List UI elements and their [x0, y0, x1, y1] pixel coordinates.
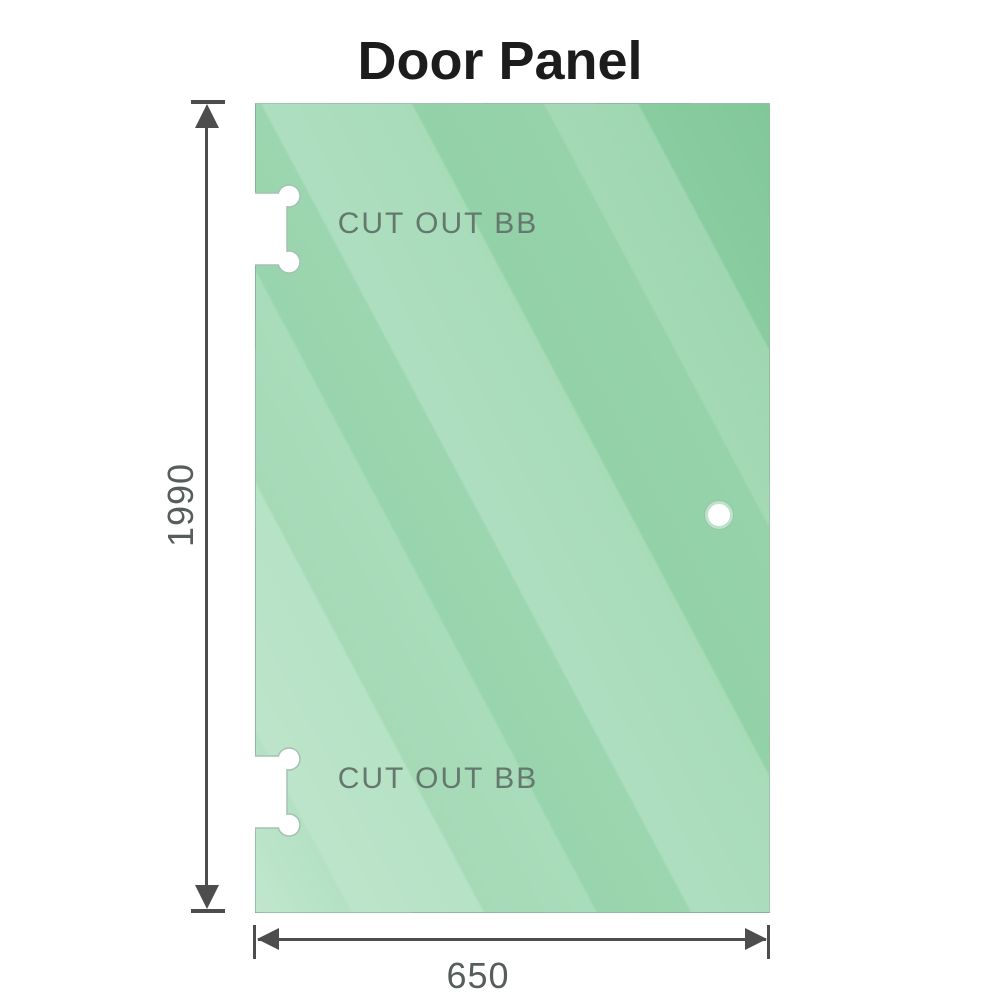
width-dimension-left-tick — [253, 925, 256, 959]
height-dimension-top-cap — [191, 100, 225, 104]
cutout-label-top: CUT OUT BB — [337, 207, 539, 240]
width-dimension-line — [258, 938, 766, 941]
height-dimension-label: 1990 — [160, 462, 201, 548]
hinge-cutout-bottom-icon — [255, 747, 301, 837]
height-dimension-line — [205, 114, 208, 892]
arrow-down-icon — [195, 885, 219, 909]
width-dimension-label: 650 — [446, 955, 510, 996]
handle-hole — [705, 501, 733, 529]
cutout-label-bottom: CUT OUT BB — [337, 762, 539, 795]
glass-panel — [255, 103, 770, 913]
diagram-title: Door Panel — [357, 31, 643, 91]
height-dimension-bottom-cap — [191, 909, 225, 913]
width-dimension-right-tick — [767, 925, 770, 959]
hinge-cutout-top-icon — [255, 184, 301, 274]
arrow-right-icon — [745, 928, 767, 950]
